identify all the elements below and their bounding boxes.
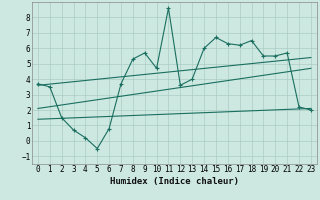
X-axis label: Humidex (Indice chaleur): Humidex (Indice chaleur)	[110, 177, 239, 186]
